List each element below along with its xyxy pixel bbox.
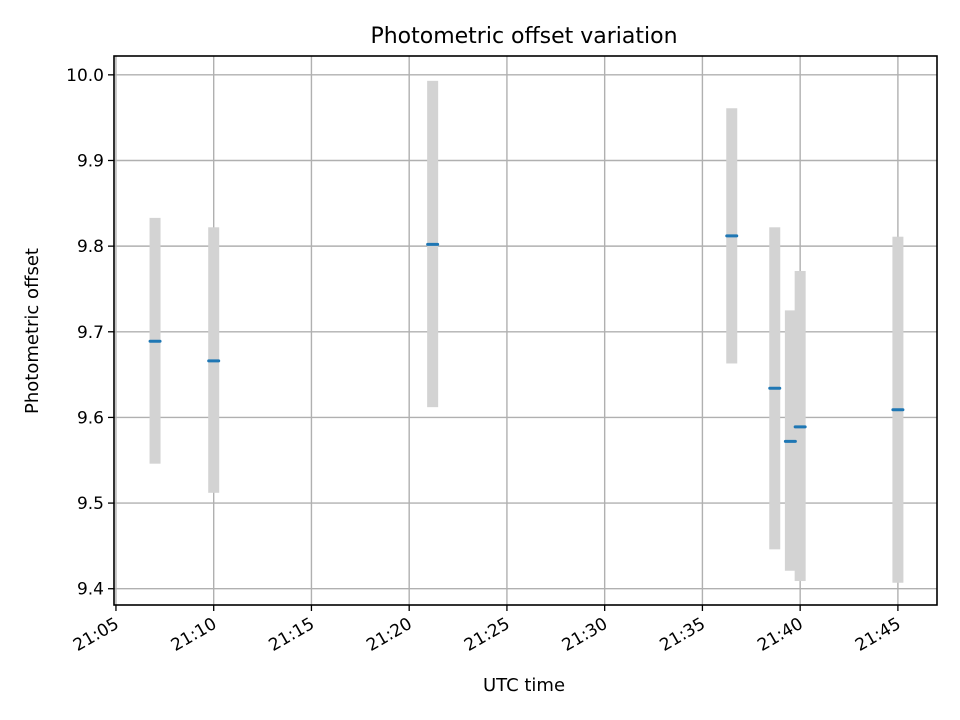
plot-frame [113,55,938,606]
y-axis: 9.4 9.5 9.6 9.7 9.8 9.9 10.0 [66,66,114,600]
y-axis-label: Photometric offset [22,248,43,414]
x-axis: 21:05 21:10 21:15 21:20 21:25 21:30 21:35 21:40… [70,605,904,656]
y-tick-label: 9.5 [77,494,104,514]
y-tick-label: 10.0 [66,66,104,86]
x-tick-label: 21:15 [266,614,318,656]
x-tick-label: 21:10 [168,614,220,656]
y-tick-label: 9.6 [77,408,104,428]
x-tick-label: 21:25 [461,614,513,656]
y-tick-label: 9.7 [77,323,104,343]
y-tick-label: 9.8 [77,237,104,257]
x-axis-label: UTC time [483,675,565,696]
x-tick-label: 21:45 [852,614,904,656]
x-tick-label: 21:30 [559,614,611,656]
data-markers [148,234,905,443]
grid [114,56,937,605]
x-tick-label: 21:35 [656,614,708,656]
x-tick-label: 21:05 [70,614,122,656]
chart-title: Photometric offset variation [370,24,677,49]
y-tick-label: 9.9 [77,151,104,171]
x-tick-label: 21:20 [363,614,415,656]
y-tick-label: 9.4 [77,580,104,600]
x-tick-label: 21:40 [754,614,806,656]
